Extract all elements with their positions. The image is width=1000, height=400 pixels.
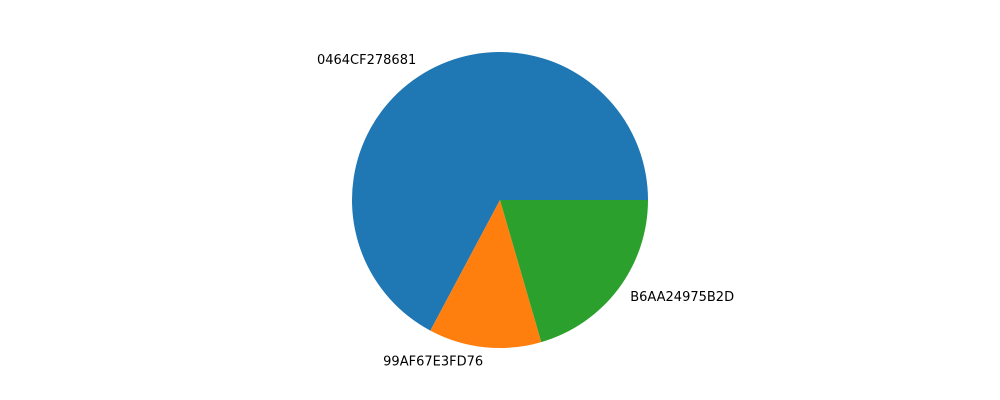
pie-labels: 0464CF278681 99AF67E3FD76 B6AA24975B2D [317, 53, 734, 370]
pie-slice-label-1: 99AF67E3FD76 [383, 354, 483, 369]
pie-slices [352, 51, 648, 349]
pie-slice-2 [500, 200, 648, 343]
pie-slice-0 [352, 51, 648, 331]
pie-slice-label-0: 0464CF278681 [317, 53, 416, 68]
pie-slice-1 [430, 200, 542, 349]
pie-slice-label-2: B6AA24975B2D [630, 290, 734, 305]
